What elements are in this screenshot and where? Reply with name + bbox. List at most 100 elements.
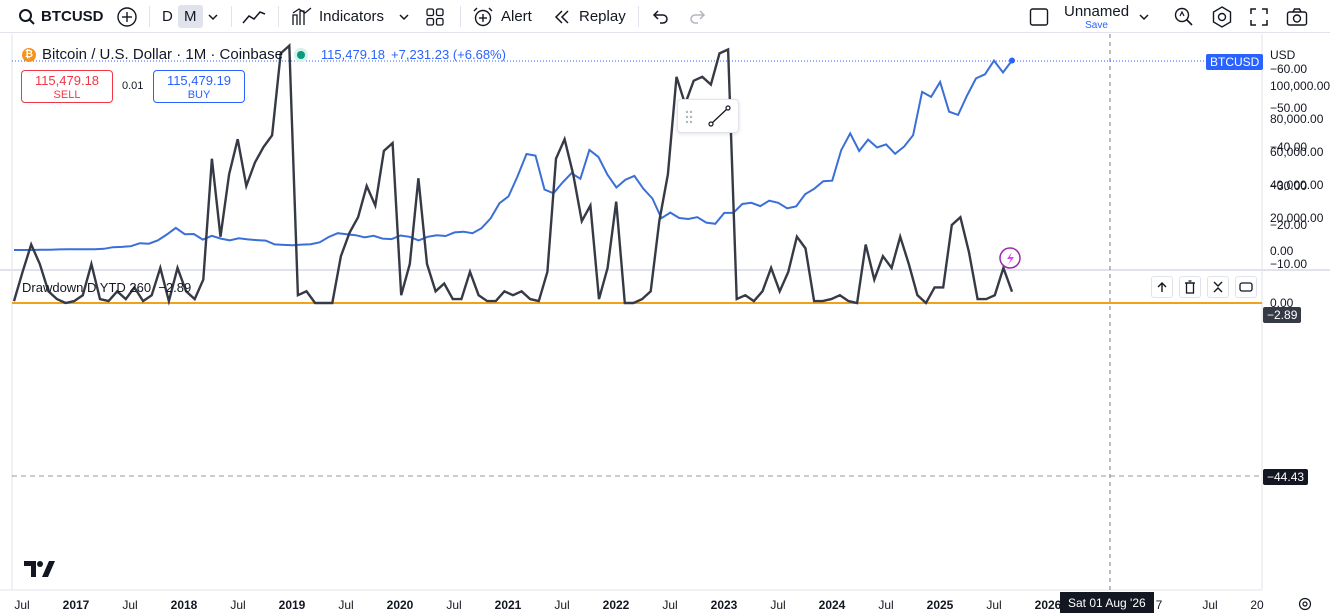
sell-button[interactable]: 115,479.18 SELL bbox=[21, 70, 113, 103]
indicator-tick-label: 0.00 bbox=[1270, 296, 1294, 310]
layout-name[interactable]: Unnamed Save bbox=[1064, 3, 1129, 31]
axis-settings-icon[interactable] bbox=[1298, 597, 1312, 611]
chart-canvas[interactable]: USD 100,000.00 80,000.00 60,000.00 40,000.0… bbox=[0, 34, 1330, 613]
series-title: Bitcoin / U.S. Dollar · 1M · Coinbase bbox=[42, 46, 283, 63]
sell-price: 115,479.18 bbox=[34, 73, 100, 88]
rewind-icon bbox=[554, 9, 569, 24]
square-icon bbox=[1029, 7, 1049, 26]
price-tick-label: 60,000.00 bbox=[1270, 145, 1324, 159]
alarm-clock-icon bbox=[473, 7, 493, 26]
maximize-pane-button[interactable] bbox=[1235, 276, 1257, 298]
alert-button[interactable]: Alert bbox=[472, 0, 532, 33]
buy-button[interactable]: 115,479.19 BUY bbox=[153, 70, 245, 103]
redo-button[interactable] bbox=[689, 0, 707, 33]
search-icon bbox=[19, 8, 35, 25]
divider bbox=[231, 6, 232, 27]
trash-icon bbox=[1185, 280, 1195, 294]
buy-price: 115,479.19 bbox=[166, 73, 232, 88]
time-tick-label: 2020 bbox=[387, 598, 414, 612]
time-tick-label: 2018 bbox=[171, 598, 198, 612]
replay-button[interactable]: Replay bbox=[553, 0, 626, 33]
divider bbox=[278, 6, 279, 27]
time-tick-label: 2019 bbox=[279, 598, 306, 612]
delete-pane-button[interactable] bbox=[1179, 276, 1201, 298]
floating-drawing-toolbar[interactable] bbox=[677, 99, 739, 133]
undo-button[interactable] bbox=[651, 0, 669, 33]
crosshair-value-tag: −44.43 bbox=[1263, 469, 1309, 485]
time-tick-label: 2025 bbox=[927, 598, 954, 612]
sell-label: SELL bbox=[53, 89, 81, 101]
indicator-tick-label: −40.00 bbox=[1270, 140, 1307, 154]
layouts-button[interactable] bbox=[426, 0, 444, 33]
fullscreen-button[interactable] bbox=[1250, 0, 1268, 33]
magnifier-sparkle-icon bbox=[1174, 7, 1193, 26]
quick-search-button[interactable] bbox=[1173, 0, 1195, 33]
layout-toggle-button[interactable] bbox=[1029, 0, 1049, 33]
time-tick-label: Jul bbox=[122, 598, 137, 612]
change-value: +7,231.23 (+6.68%) bbox=[391, 47, 506, 62]
price-tick-label: 20,000.00 bbox=[1270, 211, 1324, 225]
chevron-down-icon bbox=[1139, 13, 1149, 20]
time-tick-label: Jul bbox=[446, 598, 461, 612]
indicator-tick-label: −30.00 bbox=[1270, 179, 1307, 193]
move-pane-up-button[interactable] bbox=[1151, 276, 1173, 298]
indicator-value: −2.89 bbox=[158, 280, 192, 295]
top-toolbar: BTCUSD D M Indicators Alert Replay Unn bbox=[0, 0, 1330, 33]
compare-button[interactable] bbox=[116, 0, 138, 33]
indicators-dropdown[interactable] bbox=[398, 0, 410, 33]
time-tick-label: 2024 bbox=[819, 598, 846, 612]
last-value: 115,479.18 bbox=[320, 47, 386, 62]
plus-circle-icon bbox=[117, 6, 137, 27]
indicator-tick-label: −50.00 bbox=[1270, 101, 1307, 115]
fullscreen-icon bbox=[1250, 7, 1268, 26]
divider bbox=[638, 6, 639, 27]
buy-label: BUY bbox=[187, 89, 211, 101]
layout-dropdown[interactable] bbox=[1138, 0, 1150, 33]
settings-button[interactable] bbox=[1211, 0, 1233, 33]
time-tick-label: 2026 bbox=[1035, 598, 1062, 612]
spread-value: 0.01 bbox=[122, 80, 144, 92]
indicator-current-tag: −2.89 bbox=[1263, 307, 1302, 323]
interval-m[interactable]: M bbox=[178, 0, 203, 33]
time-tick-label: 2022 bbox=[603, 598, 630, 612]
indicators-button[interactable]: Indicators bbox=[291, 0, 384, 33]
save-label: Save bbox=[1085, 20, 1108, 31]
bitcoin-logo-icon: ₿ bbox=[22, 47, 36, 62]
time-tick-label: Jul bbox=[554, 598, 569, 612]
time-tick-label: Jul bbox=[1202, 598, 1217, 612]
ticker-tag: BTCUSD bbox=[1206, 54, 1264, 70]
redo-icon bbox=[690, 9, 706, 24]
chevron-down-icon bbox=[208, 13, 218, 20]
indicator-legend[interactable]: Drawdown D YTD 260 −2.89 bbox=[22, 280, 191, 295]
interval-d[interactable]: D bbox=[162, 8, 173, 25]
price-tick-label: 40,000.00 bbox=[1270, 178, 1324, 192]
symbol-label: BTCUSD bbox=[41, 8, 104, 25]
interval-dropdown[interactable] bbox=[207, 0, 219, 33]
time-tick-label: Jul bbox=[14, 598, 29, 612]
crosshair-date-tag: Sat 01 Aug '26 bbox=[1060, 592, 1154, 613]
indicators-label: Indicators bbox=[319, 8, 385, 25]
indicator-tick-label: −20.00 bbox=[1270, 218, 1307, 232]
market-open-indicator bbox=[296, 50, 305, 59]
arrow-up-icon bbox=[1157, 282, 1167, 292]
indicator-tick-label: −10.00 bbox=[1270, 257, 1307, 271]
indicator-tick-label: −60.00 bbox=[1270, 62, 1307, 76]
camera-icon bbox=[1286, 7, 1308, 26]
symbol-search[interactable]: BTCUSD bbox=[18, 0, 104, 33]
chart-type-button[interactable] bbox=[241, 0, 267, 33]
trend-line-icon[interactable] bbox=[708, 105, 731, 127]
gear-icon bbox=[1212, 5, 1232, 28]
indicator-axis-ticks: 0.00 −10.00 −20.00 −30.00 −40.00 −50.00 −60.00… bbox=[1270, 34, 1307, 310]
drag-handle-icon[interactable] bbox=[685, 110, 693, 124]
collapse-pane-button[interactable] bbox=[1207, 276, 1229, 298]
time-axis-ticks: Jul 2017 Jul 2018 Jul 2019 Jul 2020 Jul 2021 Jul 20… bbox=[14, 598, 1264, 612]
btc-price-series-line[interactable] bbox=[14, 58, 1013, 251]
replay-label: Replay bbox=[579, 8, 626, 25]
ai-assistant-icon[interactable] bbox=[999, 247, 1021, 269]
main-series-legend[interactable]: ₿ Bitcoin / U.S. Dollar · 1M · Coinbase … bbox=[22, 46, 506, 63]
tradingview-logo-icon[interactable] bbox=[24, 559, 56, 579]
time-tick-label: 2021 bbox=[495, 598, 522, 612]
indicators-icon bbox=[292, 7, 312, 25]
snapshot-button[interactable] bbox=[1286, 0, 1308, 33]
drawdown-series-line[interactable] bbox=[12, 42, 1014, 306]
